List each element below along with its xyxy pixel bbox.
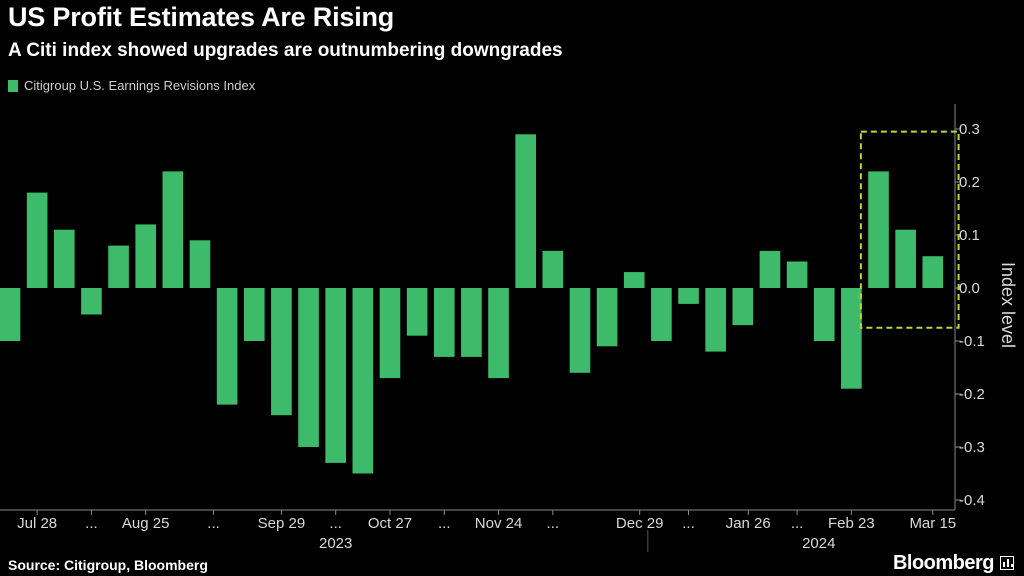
- bar: [868, 171, 889, 288]
- bar: [26, 192, 48, 288]
- bar: [53, 229, 75, 288]
- x-tick-label: ...: [207, 515, 220, 532]
- legend-label: Citigroup U.S. Earnings Revisions Index: [24, 78, 256, 93]
- y-tick-label: 0.1: [959, 227, 980, 244]
- y-tick-label: -0.1: [959, 333, 985, 350]
- x-tick-label: ...: [438, 515, 451, 532]
- bar: [379, 288, 401, 379]
- x-tick-label: ...: [791, 515, 804, 532]
- bar: [216, 288, 238, 405]
- bar: [542, 250, 564, 288]
- bar: [162, 171, 184, 288]
- bar: [0, 288, 21, 341]
- x-tick-label: Jul 28: [17, 515, 57, 532]
- y-tick-label: 0.0: [959, 280, 980, 297]
- bar: [623, 272, 645, 288]
- y-tick-label: -0.4: [959, 492, 985, 509]
- bar: [461, 288, 482, 357]
- bar: [325, 288, 347, 463]
- x-tick-label: ...: [85, 515, 98, 532]
- bar: [651, 288, 672, 341]
- bar: [895, 229, 916, 288]
- bar: [352, 288, 374, 474]
- bloomberg-logo: Bloomberg: [892, 552, 995, 574]
- bar: [759, 250, 781, 288]
- y-axis-title: Index level: [998, 262, 1018, 348]
- bar: [569, 288, 591, 373]
- x-tick-label: Feb 23: [828, 515, 875, 532]
- x-tick-label: Nov 24: [475, 515, 523, 532]
- bar: [515, 134, 536, 288]
- bar: [922, 256, 944, 288]
- chart-subtitle: A Citi index showed upgrades are outnumb…: [8, 40, 563, 61]
- bar: [813, 288, 835, 341]
- bar: [108, 245, 129, 288]
- bar: [732, 288, 754, 326]
- x-tick-label: Mar 15: [909, 515, 956, 532]
- source-note: Source: Citigroup, Bloomberg: [8, 557, 208, 573]
- x-tick-label: ...: [547, 515, 560, 532]
- bar: [596, 288, 618, 347]
- bar: [271, 288, 292, 416]
- y-tick-label: 0.3: [959, 121, 980, 138]
- bar: [81, 288, 102, 315]
- x-tick-label: Sep 29: [258, 515, 306, 532]
- y-tick-label: 0.2: [959, 174, 980, 191]
- highlight-box: [859, 130, 960, 329]
- y-tick-label: -0.2: [959, 386, 985, 403]
- chart-icon: [1000, 556, 1014, 570]
- bar: [406, 288, 428, 336]
- chart-title: US Profit Estimates Are Rising: [8, 2, 395, 32]
- x-tick-label: Jan 26: [726, 515, 771, 532]
- y-tick-label: -0.3: [959, 439, 985, 456]
- bar: [298, 288, 319, 447]
- legend: Citigroup U.S. Earnings Revisions Index: [8, 78, 255, 93]
- x-tick-label: ...: [329, 515, 342, 532]
- x-tick-label: Oct 27: [368, 515, 412, 532]
- year-label: 2024: [802, 535, 835, 552]
- bar: [786, 261, 808, 288]
- bar: [243, 288, 265, 341]
- bar: [189, 240, 211, 288]
- bar: [488, 288, 509, 379]
- bar: [433, 288, 455, 357]
- bar: [135, 224, 157, 288]
- x-tick-label: Dec 29: [616, 515, 664, 532]
- bar: [678, 288, 699, 304]
- x-tick-label: ...: [682, 515, 695, 532]
- bar: [705, 288, 726, 352]
- x-tick-label: Aug 25: [122, 515, 170, 532]
- year-label: 2023: [319, 535, 352, 552]
- bar: [841, 288, 862, 389]
- legend-swatch: [8, 79, 18, 92]
